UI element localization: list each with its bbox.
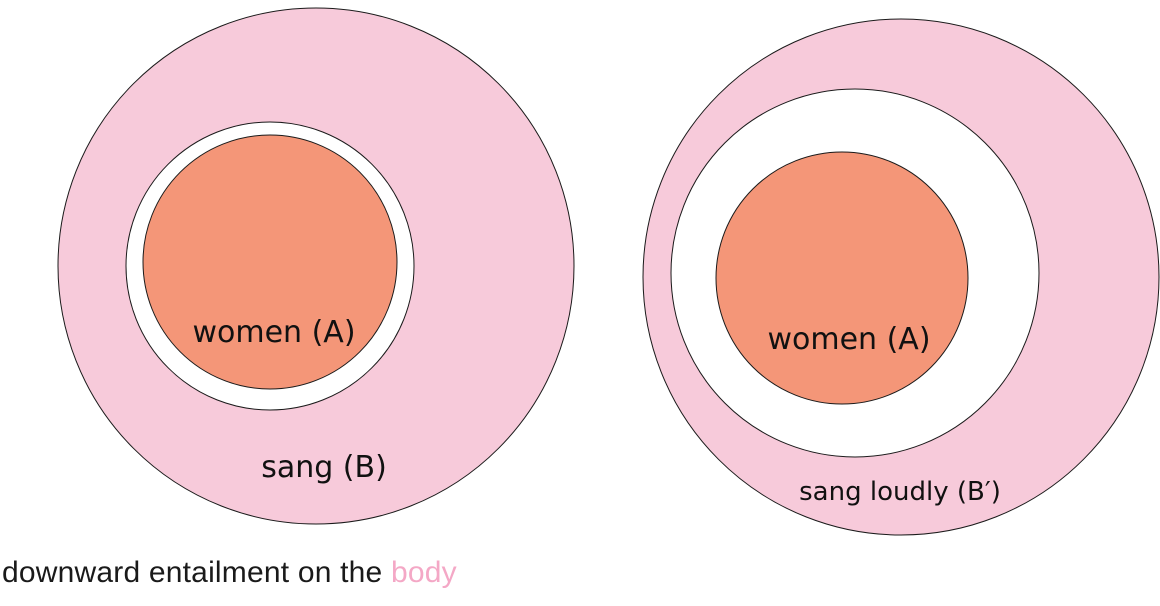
caption-text: downward entailment on the [2, 556, 391, 589]
caption-accent-word: body [390, 556, 457, 589]
right-inner-label: women (A) [767, 322, 930, 357]
right-outer-label: sang loudly (B′) [799, 477, 1001, 507]
right-diagram: women (A) sang loudly (B′) [642, 18, 1160, 536]
left-inner-label: women (A) [192, 315, 355, 350]
left-inner-circle [142, 134, 398, 390]
right-inner-circle [715, 151, 969, 405]
left-outer-label: sang (B) [261, 450, 387, 485]
caption: downward entailment on the body [2, 556, 457, 590]
left-diagram: women (A) sang (B) [57, 7, 575, 525]
